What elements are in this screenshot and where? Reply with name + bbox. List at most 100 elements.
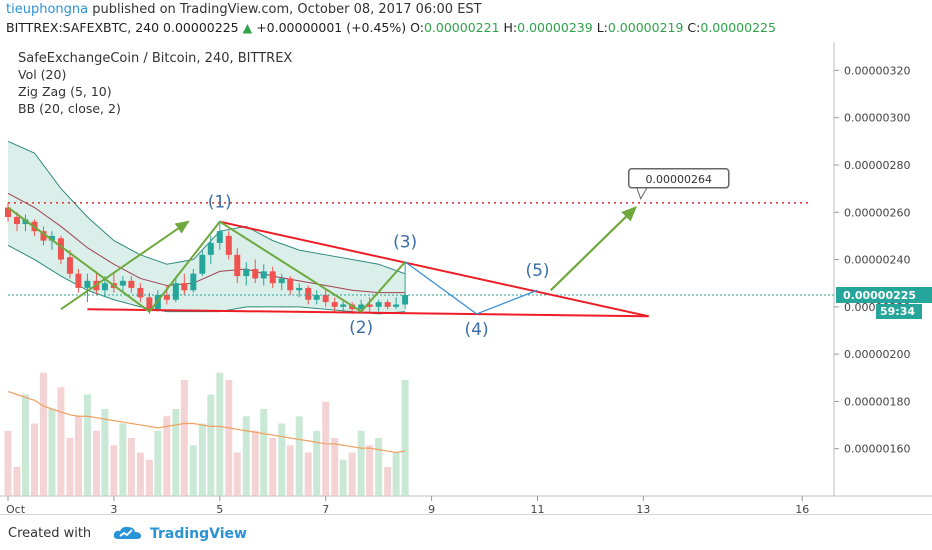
volume-bar [251, 430, 259, 496]
wave-label: (4) [465, 320, 489, 340]
candle-body [340, 304, 347, 307]
bb-band-fill [8, 141, 406, 314]
chart-header: tieuphongna published on TradingView.com… [0, 0, 932, 42]
candle-body [366, 304, 373, 307]
legend-line: Vol (20) [18, 67, 66, 82]
volume-bar [242, 416, 250, 496]
candle-body [14, 216, 21, 225]
y-tick-label: 0.00000300 [844, 112, 910, 125]
volume-bar [145, 459, 153, 496]
candle-body [137, 287, 144, 298]
candle-body [146, 297, 153, 310]
volume-bar [286, 445, 294, 496]
volume-bar [401, 380, 409, 496]
symbol-line: BITTREX:SAFEXBTC, 240 0.00000225 ▲ +0.00… [6, 20, 776, 35]
candle-body [128, 280, 135, 288]
volume-bar [172, 409, 180, 496]
candle-body [48, 235, 55, 241]
volume-bar [154, 430, 162, 496]
tradingview-brand[interactable]: TradingView [150, 526, 247, 542]
y-tick-label: 0.00000200 [844, 348, 910, 361]
y-tick-label: 0.00000240 [844, 254, 910, 267]
wave-label: (3) [393, 233, 417, 253]
volume-bar [180, 380, 188, 496]
volume-bar [304, 452, 312, 496]
x-tick-label: 7 [322, 503, 329, 514]
candle-body [243, 269, 250, 277]
created-with-text: Created with [8, 526, 92, 541]
legend-line: SafeExchangeCoin / Bitcoin, 240, BITTREX [18, 51, 292, 66]
candle-body [384, 302, 391, 307]
current-price-badge-label: 0.00000225 [843, 289, 916, 302]
volume-bar [225, 380, 233, 496]
volume-bar [4, 430, 12, 496]
candle-body [305, 287, 312, 300]
volume-bar [83, 394, 91, 496]
candle-body [216, 231, 223, 243]
breakout-arrow [549, 205, 638, 292]
candle-body [75, 273, 82, 288]
volume-bar [39, 372, 47, 496]
target-callout-box [627, 168, 730, 189]
candle-body [40, 231, 47, 241]
candle-body [199, 254, 206, 274]
candle-body [331, 302, 338, 307]
wave-label: (1) [208, 193, 232, 213]
bb-basis-line [7, 192, 406, 294]
volume-bar [127, 438, 135, 496]
price-change: +0.00000001 (+0.45%) [256, 20, 407, 35]
volume-bar [331, 438, 339, 496]
countdown-badge [876, 304, 922, 320]
volume-bar [74, 416, 82, 496]
volume-bar [66, 438, 74, 496]
bull-run-arrow [60, 220, 190, 311]
cloud-icon[interactable] [112, 523, 144, 543]
volume-bar [269, 438, 277, 496]
legend-line: BB (20, close, 2) [18, 101, 121, 116]
x-tick-label: Oct [6, 503, 26, 514]
volume-bar [30, 423, 38, 496]
up-arrow-icon: ▲ [242, 20, 253, 35]
last-price: 0.00000225 [163, 20, 239, 35]
volume-bar [384, 467, 392, 496]
x-tick-label: 13 [636, 503, 650, 514]
x-tick-label: 11 [530, 503, 544, 514]
candle-body [207, 242, 214, 255]
candle-body [57, 238, 64, 260]
volume-bar [366, 445, 374, 496]
volume-bar [198, 423, 206, 496]
volume-bar [233, 452, 241, 496]
volume-bar [57, 387, 65, 496]
current-price-badge [836, 287, 932, 304]
candle-body [22, 219, 29, 225]
candle-body [119, 280, 126, 286]
volume-bar [295, 416, 303, 496]
candle-body [313, 295, 320, 300]
zigzag-line [7, 206, 406, 313]
author-link[interactable]: tieuphongna [6, 2, 89, 17]
volume-ma-line [7, 391, 406, 454]
candle-body [84, 280, 91, 288]
volume-bar [163, 416, 171, 496]
volume-bar [92, 430, 100, 496]
volume-bar [13, 467, 21, 496]
low-value: 0.00000219 [607, 20, 684, 35]
volume-bar [260, 409, 268, 496]
y-tick-label: 0.00000320 [844, 64, 910, 77]
close-label: C: [687, 20, 701, 35]
candle-body [252, 269, 259, 279]
candle-body [190, 273, 197, 291]
low-label: L: [596, 20, 608, 35]
candle-body [181, 283, 188, 291]
candle-body [260, 271, 267, 279]
candle-body [172, 283, 179, 300]
support-trendline [87, 308, 649, 318]
open-label: O: [410, 20, 424, 35]
volume-bar [110, 445, 118, 496]
price-chart[interactable]: 0.000001600.000001800.000002000.00000220… [0, 42, 932, 514]
volume-bar [278, 423, 286, 496]
footer-divider [0, 514, 932, 515]
y-tick-label: 0.00000260 [844, 206, 910, 219]
x-tick-label: 9 [428, 503, 435, 514]
volume-bar [313, 430, 321, 496]
